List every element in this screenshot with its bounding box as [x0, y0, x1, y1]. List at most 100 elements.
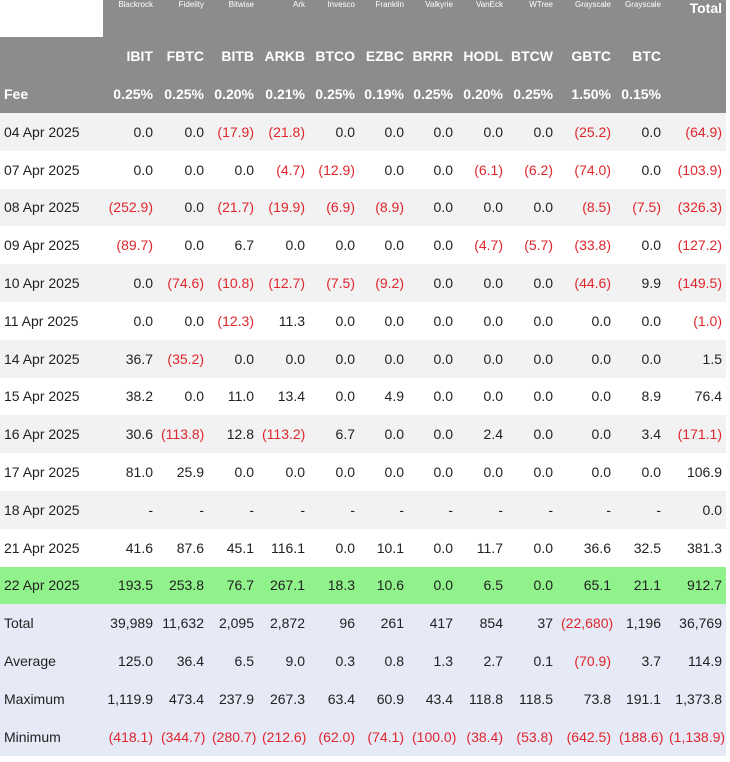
flow-value: 0.0: [157, 113, 208, 151]
flow-value: (12.3): [208, 301, 258, 340]
flow-value: 65.1: [557, 566, 615, 605]
flow-value: (44.6): [557, 264, 615, 302]
flow-value: 81.0: [103, 453, 157, 491]
summary-value: 6.5: [208, 642, 258, 680]
ticker-label: BTC: [615, 37, 665, 75]
flow-value: 11.0: [208, 377, 258, 416]
table-row: 16 Apr 2025 30.6 (113.8) 12.8 (113.2) 6.7 0.0 0…: [0, 415, 726, 454]
issuer-label: Bitwise: [208, 0, 258, 37]
flow-value: -: [157, 490, 208, 529]
flow-value: 0.0: [408, 226, 457, 265]
summary-total: 114.9: [665, 642, 726, 680]
row-total: (326.3): [665, 188, 726, 227]
flow-value: 0.0: [457, 339, 507, 378]
flow-value: 30.6: [103, 415, 157, 454]
flow-value: -: [208, 490, 258, 529]
ticker-label: EZBC: [359, 37, 408, 75]
flow-value: 36.6: [557, 528, 615, 567]
flow-value: 0.0: [208, 339, 258, 378]
flow-value: (8.5): [557, 188, 615, 227]
flow-value: 9.9: [615, 264, 665, 302]
flow-value: 8.9: [615, 377, 665, 416]
row-date: 09 Apr 2025: [0, 226, 103, 265]
fee-value: 0.19%: [359, 75, 408, 113]
flow-value: 0.0: [507, 377, 557, 416]
row-date: 11 Apr 2025: [0, 301, 103, 340]
summary-value: 118.5: [507, 679, 557, 718]
flow-value: 21.1: [615, 566, 665, 605]
flow-value: 0.0: [457, 377, 507, 416]
summary-value: 39,989: [103, 604, 157, 643]
flow-value: 0.0: [359, 113, 408, 151]
summary-value: 37: [507, 604, 557, 643]
issuer-label: Franklin: [359, 0, 408, 37]
flow-value: 0.0: [557, 453, 615, 491]
flow-value: (4.7): [258, 150, 309, 189]
row-date: 10 Apr 2025: [0, 264, 103, 302]
row-date: 22 Apr 2025: [0, 566, 103, 605]
summary-value: (53.8): [507, 717, 557, 756]
flow-value: 0.0: [103, 113, 157, 151]
flow-value: 4.9: [359, 377, 408, 416]
flow-value: 0.0: [408, 339, 457, 378]
flow-value: 0.0: [309, 528, 359, 567]
table-row: 10 Apr 2025 0.0 (74.6) (10.8) (12.7) (7.5) (9.…: [0, 264, 726, 302]
flow-value: -: [457, 490, 507, 529]
summary-value: 43.4: [408, 679, 457, 718]
summary-value: (418.1): [103, 717, 157, 756]
issuer-label: VanEck: [457, 0, 507, 37]
flow-value: 6.7: [208, 226, 258, 265]
summary-value: 36.4: [157, 642, 208, 680]
row-date: 17 Apr 2025: [0, 453, 103, 491]
flow-value: (35.2): [157, 339, 208, 378]
flow-value: -: [507, 490, 557, 529]
summary-row: Total 39,989 11,632 2,095 2,872 96 261 417 854 37…: [0, 604, 726, 643]
flow-value: -: [258, 490, 309, 529]
flow-value: 0.0: [157, 377, 208, 416]
flow-value: 10.6: [359, 566, 408, 605]
table-row: 04 Apr 2025 0.0 0.0 (17.9) (21.8) 0.0 0.0 0.0 0.…: [0, 113, 726, 151]
summary-value: (38.4): [457, 717, 507, 756]
ticker-label: ARKB: [258, 37, 309, 75]
summary-value: (22,680): [557, 604, 615, 643]
summary-value: 60.9: [359, 679, 408, 718]
flow-value: 0.0: [615, 339, 665, 378]
flow-value: (74.6): [157, 264, 208, 302]
flow-value: (9.2): [359, 264, 408, 302]
flow-value: 0.0: [507, 453, 557, 491]
flow-value: 0.0: [615, 150, 665, 189]
ticker-corner: [0, 37, 103, 75]
flow-value: 0.0: [507, 113, 557, 151]
table-row: 14 Apr 2025 36.7 (35.2) 0.0 0.0 0.0 0.0 0.0 0.0 0…: [0, 339, 726, 378]
flow-value: 10.1: [359, 528, 408, 567]
flow-value: 32.5: [615, 528, 665, 567]
summary-value: (74.1): [359, 717, 408, 756]
flow-value: -: [309, 490, 359, 529]
flow-value: (12.7): [258, 264, 309, 302]
ticker-total-blank: [665, 37, 726, 75]
fee-value: 0.20%: [457, 75, 507, 113]
issuer-label: Invesco: [309, 0, 359, 37]
row-date: 08 Apr 2025: [0, 188, 103, 227]
fee-label: Fee: [0, 75, 103, 113]
ticker-label: BTCW: [507, 37, 557, 75]
row-total: 381.3: [665, 528, 726, 567]
flow-value: (25.2): [557, 113, 615, 151]
flow-value: 0.0: [157, 226, 208, 265]
flow-value: 0.0: [309, 377, 359, 416]
flow-value: 0.0: [507, 339, 557, 378]
flow-value: (6.9): [309, 188, 359, 227]
row-total: 912.7: [665, 566, 726, 605]
flow-value: 0.0: [557, 415, 615, 454]
ticker-label: BRRR: [408, 37, 457, 75]
flow-value: 0.0: [457, 113, 507, 151]
ticker-header-row: IBIT FBTC BITB ARKB BTCO EZBC BRRR HODL BTCW GBTC…: [0, 37, 726, 75]
flow-value: (21.7): [208, 188, 258, 227]
flow-value: 267.1: [258, 566, 309, 605]
flow-value: -: [615, 490, 665, 529]
flow-value: (89.7): [103, 226, 157, 265]
flow-value: (113.2): [258, 415, 309, 454]
ticker-label: BITB: [208, 37, 258, 75]
issuer-label: Grayscale: [615, 0, 665, 37]
flow-value: 0.0: [258, 453, 309, 491]
